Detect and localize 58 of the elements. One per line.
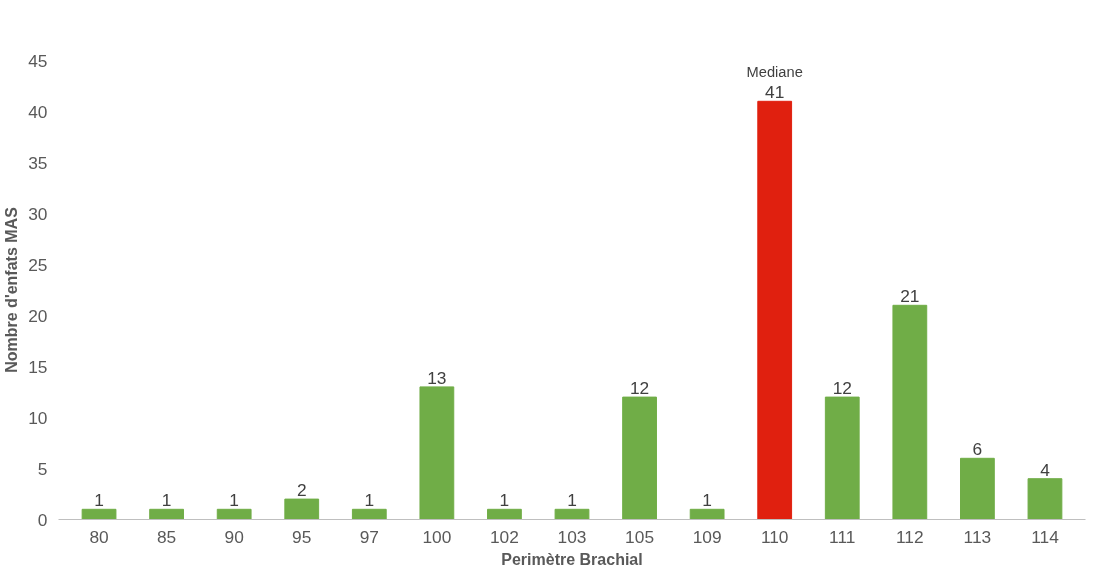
data-label: 12 [629,378,650,399]
bar [351,508,387,520]
x-tick-label: 80 [89,526,109,547]
y-axis-title: Nombre d'enfats MAS [3,206,21,373]
bar [1027,478,1063,520]
bar [487,508,522,520]
x-tick-label: 109 [692,526,722,547]
y-tick-label: 30 [28,203,48,224]
x-tick-label: 95 [292,526,312,547]
y-tick-label: 40 [28,101,48,122]
y-tick-label: 10 [28,407,48,428]
bar [892,304,928,520]
y-tick-label: 45 [28,50,48,71]
x-axis-title: Perimètre Brachial [501,550,643,568]
bar [824,396,860,520]
x-tick-label: 85 [156,526,177,547]
data-label: 41 [765,82,785,103]
data-label: 1 [229,490,239,511]
y-tick-label: 25 [28,254,48,275]
data-label: 1 [567,490,577,511]
data-label: 1 [702,490,712,511]
bar [81,508,117,520]
data-label: 21 [900,286,920,307]
bar [216,508,252,520]
x-tick-label: 114 [1031,526,1060,547]
data-label: 2 [296,480,307,501]
y-tick-label: 0 [37,509,48,530]
data-label: 12 [832,378,852,399]
x-tick-label: 100 [422,526,452,547]
bar [622,396,657,520]
x-tick-label: 103 [557,526,587,547]
annotation: Mediane [746,64,803,81]
data-label: 1 [499,490,510,511]
bar [689,508,725,520]
bar [960,457,995,520]
x-tick-label: 97 [359,526,379,547]
bar [757,100,793,520]
y-tick-label: 20 [28,305,48,326]
data-label: 1 [364,490,375,511]
data-label: 6 [972,439,983,460]
bar [554,508,590,520]
y-tick-label: 35 [28,152,48,173]
x-tick-label: 102 [489,526,519,547]
x-tick-label: 110 [760,526,789,547]
bar [149,508,184,520]
data-label: 1 [94,490,104,511]
x-tick-label: 112 [896,526,924,547]
data-label: 1 [161,490,172,511]
y-tick-label: 15 [28,356,48,377]
x-tick-label: 105 [625,526,655,547]
bar [419,386,455,520]
x-tick-label: 90 [224,526,244,547]
x-tick-label: 113 [963,526,992,547]
data-label: 4 [1040,459,1051,480]
x-tick-label: 111 [829,526,856,547]
data-label: 13 [427,367,447,388]
bar [284,498,320,520]
y-tick-label: 5 [37,458,48,479]
